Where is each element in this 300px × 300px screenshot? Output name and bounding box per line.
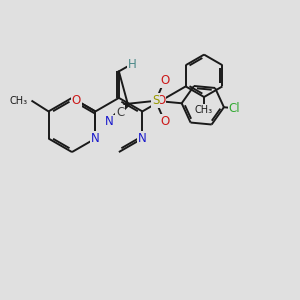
Text: C: C [116,106,124,119]
Text: O: O [156,94,165,107]
Text: CH₃: CH₃ [195,105,213,115]
Text: H: H [128,58,136,70]
Text: N: N [91,132,100,145]
Text: O: O [160,74,169,87]
Text: CH₃: CH₃ [10,96,28,106]
Text: N: N [105,116,114,128]
Text: O: O [72,94,81,107]
Text: N: N [138,132,147,145]
Text: O: O [160,115,169,128]
Text: Cl: Cl [229,102,240,115]
Text: S: S [152,94,159,107]
